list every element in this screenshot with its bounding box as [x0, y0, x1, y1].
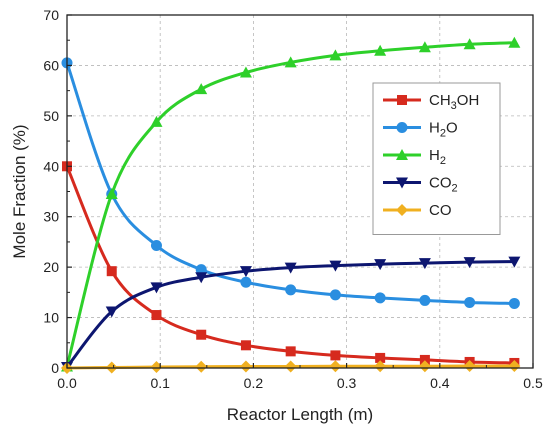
- y-tick-label: 50: [43, 108, 59, 124]
- data-point-ch3oh: [106, 266, 117, 277]
- data-point-h2o: [419, 294, 431, 306]
- data-point-co: [150, 360, 163, 373]
- data-point-co: [329, 360, 342, 373]
- y-tick-label: 30: [43, 209, 59, 225]
- data-point-h2o: [464, 296, 476, 308]
- x-tick-label: 0.1: [150, 375, 170, 391]
- data-point-h2: [508, 36, 521, 48]
- legend-entry-h2: H2: [383, 147, 446, 167]
- data-point-h2o: [329, 289, 341, 301]
- data-point-co: [195, 360, 208, 373]
- legend-entry-co2: CO2: [383, 175, 458, 195]
- axis-ticks: 0.0 0.1 0.2 0.3 0.4 0.5 0 10 20 30 40 50 60 70: [43, 7, 543, 391]
- data-point-h2: [374, 44, 387, 56]
- data-point-h2: [284, 56, 297, 68]
- legend-marker: [396, 177, 408, 189]
- y-tick-label: 70: [43, 7, 59, 23]
- data-point-ch3oh: [419, 354, 430, 365]
- data-point-co: [284, 360, 297, 373]
- series-line-h2o: [65, 62, 515, 305]
- y-tick-label: 20: [43, 259, 59, 275]
- x-axis-title: Reactor Length (m): [227, 405, 373, 424]
- x-tick-label: 0.0: [57, 375, 77, 391]
- data-point-h2: [195, 83, 208, 95]
- data-point-co2: [239, 266, 252, 278]
- y-tick-label: 10: [43, 310, 59, 326]
- y-tick-label: 40: [43, 158, 59, 174]
- data-point-co2: [329, 260, 342, 272]
- legend-marker: [397, 95, 407, 105]
- legend-entry-h2o: H2O: [383, 120, 458, 140]
- series-ch3oh: [62, 161, 520, 368]
- data-point-h2: [105, 188, 118, 200]
- data-point-h2o: [240, 276, 252, 288]
- data-point-co: [239, 360, 252, 373]
- legend-label: CH3OH: [429, 92, 479, 112]
- legend-entry-ch3oh: CH3OH: [383, 92, 479, 112]
- y-tick-label: 0: [51, 360, 59, 376]
- data-point-h2: [150, 115, 163, 127]
- data-point-co: [374, 360, 387, 373]
- data-point-h2: [463, 38, 476, 50]
- data-point-h2: [418, 41, 431, 53]
- legend-label: CO2: [429, 175, 458, 195]
- data-point-ch3oh: [285, 346, 296, 357]
- series-layer: [61, 36, 521, 374]
- legend-label: H2: [429, 147, 446, 167]
- legend-marker: [396, 204, 408, 216]
- data-point-co: [463, 359, 476, 372]
- legend-marker: [396, 122, 408, 133]
- data-point-ch3oh: [240, 340, 251, 351]
- series-co2: [61, 256, 521, 373]
- data-point-ch3oh: [330, 350, 341, 361]
- series-line-h2: [65, 41, 515, 367]
- x-tick-label: 0.5: [523, 375, 543, 391]
- x-tick-label: 0.3: [337, 375, 357, 391]
- data-point-co2: [195, 272, 208, 284]
- data-point-co2: [418, 258, 431, 270]
- data-point-co2: [284, 262, 297, 274]
- data-point-h2o: [508, 297, 520, 309]
- data-point-h2: [329, 49, 342, 61]
- y-tick-label: 60: [43, 57, 59, 73]
- data-point-co2: [150, 282, 163, 294]
- data-point-h2o: [285, 284, 297, 296]
- legend-entry-co: CO: [383, 202, 452, 219]
- x-tick-label: 0.4: [430, 375, 450, 391]
- series-line-ch3oh: [65, 165, 515, 365]
- data-point-co: [418, 360, 431, 373]
- data-point-co2: [463, 257, 476, 269]
- data-point-co2: [105, 306, 118, 318]
- x-tick-label: 0.2: [244, 375, 264, 391]
- data-point-h2: [239, 66, 252, 78]
- series-h2: [61, 36, 521, 372]
- legend-marker: [396, 149, 408, 160]
- data-point-h2o: [374, 292, 386, 304]
- data-point-ch3oh: [375, 352, 386, 363]
- legend-label: CO: [429, 202, 452, 219]
- data-point-co2: [374, 259, 387, 271]
- data-point-ch3oh: [196, 329, 207, 340]
- legend: CH3OH H2O H2 CO2 CO: [372, 82, 501, 235]
- data-point-ch3oh: [151, 310, 162, 321]
- data-point-co2: [508, 256, 521, 268]
- legend-label: H2O: [429, 120, 458, 140]
- data-point-h2o: [150, 239, 162, 251]
- data-point-co: [508, 359, 521, 372]
- series-co: [61, 359, 521, 374]
- y-axis-title: Mole Fraction (%): [10, 124, 29, 258]
